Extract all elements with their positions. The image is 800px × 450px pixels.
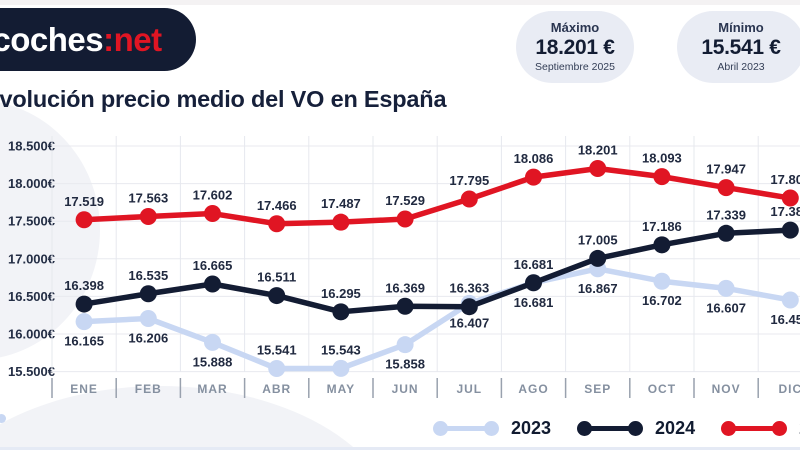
svg-text:17.947: 17.947 (706, 162, 746, 177)
svg-text:17.500€: 17.500€ (8, 214, 55, 229)
coches-net-logo[interactable]: coches:net (0, 8, 196, 71)
svg-text:18.201: 18.201 (578, 142, 618, 157)
svg-text:17.563: 17.563 (128, 190, 168, 205)
max-badge-value: 18.201 € (535, 36, 615, 60)
svg-text:MAY: MAY (327, 382, 356, 396)
chart-title: Evolución precio medio del VO en España (0, 86, 447, 112)
legend-item-2025: 2025 (721, 418, 800, 439)
max-price-badge: Máximo 18.201 € Septiembre 2025 (516, 11, 634, 83)
svg-text:16.511: 16.511 (257, 270, 296, 285)
svg-text:16.452: 16.452 (770, 312, 800, 327)
svg-text:NOV: NOV (712, 382, 741, 396)
svg-text:OCT: OCT (648, 382, 676, 396)
svg-text:16.000€: 16.000€ (8, 327, 55, 342)
svg-text:18.093: 18.093 (642, 151, 682, 166)
svg-text:16.500€: 16.500€ (8, 289, 55, 304)
svg-text:SEP: SEP (584, 382, 611, 396)
legend-line-icon (577, 421, 644, 436)
svg-text:16.363: 16.363 (449, 281, 489, 296)
svg-text:15.858: 15.858 (385, 357, 425, 372)
svg-text:17.466: 17.466 (257, 198, 297, 213)
svg-text:17.000€: 17.000€ (8, 251, 55, 266)
svg-text:AGO: AGO (518, 382, 548, 396)
svg-text:17.808: 17.808 (770, 172, 800, 187)
svg-text:ABR: ABR (262, 382, 291, 396)
legend-line-icon (721, 421, 788, 436)
svg-text:18.086: 18.086 (514, 151, 554, 166)
svg-text:17.186: 17.186 (642, 219, 682, 234)
svg-text:16.165: 16.165 (64, 334, 104, 349)
svg-text:ENE: ENE (70, 382, 98, 396)
svg-text:16.398: 16.398 (64, 278, 104, 293)
svg-text:16.681: 16.681 (514, 257, 554, 272)
svg-text:16.681: 16.681 (514, 295, 554, 310)
svg-text:17.795: 17.795 (449, 173, 489, 188)
svg-text:DIC: DIC (778, 382, 800, 396)
svg-text:16.867: 16.867 (578, 281, 618, 296)
logo-text-net: :net (103, 20, 162, 58)
svg-text:FEB: FEB (135, 382, 162, 396)
legend-label-2024: 2024 (655, 418, 696, 438)
svg-text:16.206: 16.206 (128, 331, 168, 346)
svg-text:MAR: MAR (197, 382, 227, 396)
min-badge-value: 15.541 € (701, 36, 781, 60)
decorative-dot (0, 414, 6, 423)
max-badge-sublabel: Septiembre 2025 (535, 60, 615, 73)
chart-legend: 2023 2024 2025 (433, 418, 800, 439)
svg-text:16.607: 16.607 (706, 300, 746, 315)
svg-text:17.519: 17.519 (64, 194, 104, 209)
price-chart-canvas: 18.500€ 18.000€ 17.500€ 17.000€ 16.500€ 16.00… (8, 136, 800, 398)
price-evolution-chart: 18.500€ 18.000€ 17.500€ 17.000€ 16.500€ 16.00… (0, 130, 800, 412)
legend-line-icon (433, 421, 499, 436)
min-price-badge: Mínimo 15.541 € Abril 2023 (677, 11, 800, 83)
legend-item-2023: 2023 (433, 418, 551, 439)
svg-text:17.381: 17.381 (770, 204, 800, 219)
svg-text:16.407: 16.407 (449, 315, 489, 330)
svg-text:18.000€: 18.000€ (8, 176, 55, 191)
legend-item-2024: 2024 (577, 418, 695, 439)
svg-text:16.535: 16.535 (128, 268, 168, 283)
bottom-edge-strip (0, 447, 800, 450)
min-badge-sublabel: Abril 2023 (717, 60, 765, 73)
svg-text:18.500€: 18.500€ (8, 139, 55, 154)
svg-text:15.543: 15.543 (321, 342, 361, 357)
svg-text:15.500€: 15.500€ (8, 364, 55, 379)
top-edge-strip (0, 0, 800, 5)
svg-text:16.295: 16.295 (321, 286, 361, 301)
svg-text:JUN: JUN (392, 382, 419, 396)
svg-text:17.005: 17.005 (578, 232, 618, 247)
svg-text:17.529: 17.529 (385, 193, 425, 208)
svg-text:17.602: 17.602 (193, 188, 233, 203)
svg-text:JUL: JUL (456, 382, 482, 396)
min-badge-label: Mínimo (718, 20, 764, 36)
svg-text:15.888: 15.888 (193, 354, 233, 369)
svg-text:16.665: 16.665 (193, 258, 233, 273)
svg-text:16.702: 16.702 (642, 293, 682, 308)
logo-text-coches: coches (0, 20, 104, 58)
svg-text:17.487: 17.487 (321, 196, 361, 211)
max-badge-label: Máximo (550, 20, 600, 36)
legend-label-2023: 2023 (511, 418, 552, 438)
svg-text:17.339: 17.339 (706, 207, 746, 222)
svg-text:16.369: 16.369 (385, 280, 425, 295)
svg-text:15.541: 15.541 (257, 343, 297, 358)
